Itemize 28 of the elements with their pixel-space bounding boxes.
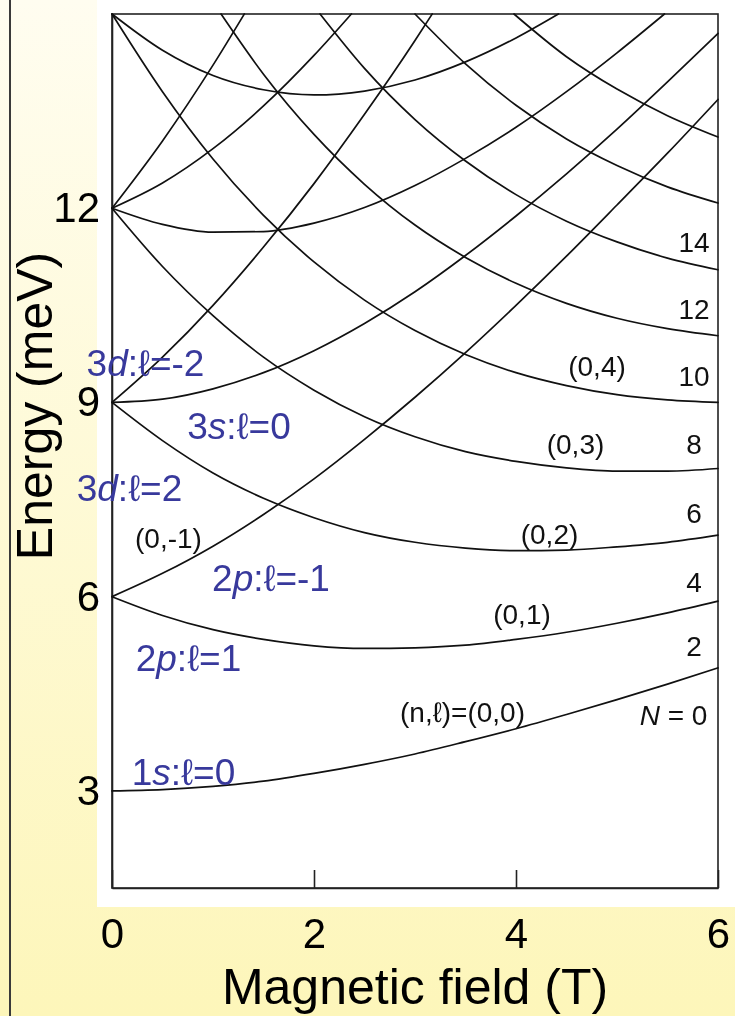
annotation: (n,ℓ)=(0,0) [400,697,525,729]
annotation: (0,4) [568,351,626,383]
x-tick-label: 0 [100,909,125,957]
annotation: 6 [686,497,702,529]
annotation: (0,-1) [135,522,202,554]
annotation: (0,2) [520,518,579,550]
annotation: 3s:ℓ=0 [187,405,291,447]
annotation: N = 0 [639,699,708,731]
annotation: 2p:ℓ=1 [135,637,242,679]
annotation: 14 [678,227,710,259]
annotation: 12 [678,294,710,326]
annotation: 2p:ℓ=-1 [212,557,330,599]
x-tick-label: 2 [302,909,327,957]
x-tick-label: 4 [504,909,529,957]
y-tick-label: 12 [53,184,100,232]
y-tick-label: 6 [76,572,100,620]
annotation: 1s:ℓ=0 [131,751,236,793]
annotation: 8 [686,428,702,460]
y-tick-label: 3 [76,766,100,814]
y-axis-title: Energy (meV) [7,251,63,561]
x-axis-title: Magnetic field (T) [221,959,609,1015]
annotation: 10 [678,360,710,392]
annotation: (0,3) [546,429,605,461]
annotation: 2 [686,631,702,663]
x-tick-label: 6 [706,909,731,957]
y-tick-label: 9 [76,378,100,426]
annotation: 4 [686,566,702,598]
annotation: (0,1) [493,598,551,630]
